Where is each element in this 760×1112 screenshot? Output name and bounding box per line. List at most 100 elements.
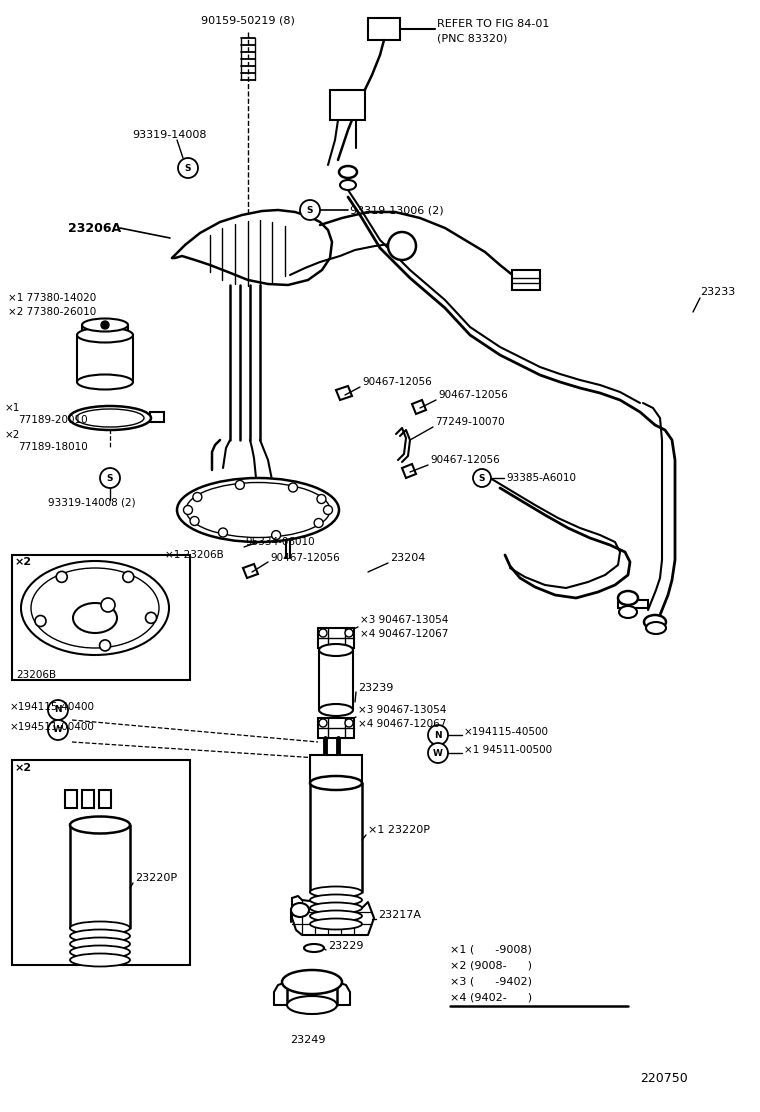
Bar <box>12 555 190 681</box>
Circle shape <box>345 629 353 637</box>
Ellipse shape <box>70 930 130 943</box>
Ellipse shape <box>304 944 324 952</box>
Circle shape <box>319 629 327 637</box>
Text: 220750: 220750 <box>640 1072 688 1084</box>
Text: N: N <box>54 705 62 715</box>
Ellipse shape <box>646 622 666 634</box>
Text: ×1 77380-14020: ×1 77380-14020 <box>8 292 97 302</box>
Text: ×2 77380-26010: ×2 77380-26010 <box>8 307 97 317</box>
Ellipse shape <box>70 953 130 966</box>
Text: N: N <box>434 731 442 739</box>
Text: ×4 90467-12067: ×4 90467-12067 <box>358 719 446 729</box>
Text: 93385-A6010: 93385-A6010 <box>506 473 576 483</box>
Bar <box>330 90 365 120</box>
Ellipse shape <box>31 568 159 648</box>
Text: 23206A: 23206A <box>68 221 121 235</box>
Ellipse shape <box>291 903 309 917</box>
Circle shape <box>193 493 202 502</box>
Text: S: S <box>185 163 192 172</box>
Ellipse shape <box>310 886 362 897</box>
Text: ×2: ×2 <box>15 557 32 567</box>
Ellipse shape <box>82 318 128 331</box>
Ellipse shape <box>69 406 151 430</box>
Circle shape <box>145 613 157 624</box>
Text: 23220P: 23220P <box>135 873 177 883</box>
Ellipse shape <box>310 776 362 790</box>
Ellipse shape <box>339 166 357 178</box>
Text: ×1 94511-00500: ×1 94511-00500 <box>464 745 552 755</box>
Circle shape <box>473 469 491 487</box>
Bar <box>318 718 354 738</box>
Text: 90159-50219 (8): 90159-50219 (8) <box>201 14 295 24</box>
Ellipse shape <box>287 996 337 1014</box>
Ellipse shape <box>70 922 130 934</box>
Circle shape <box>219 528 227 537</box>
Circle shape <box>300 200 320 220</box>
Text: S: S <box>307 206 313 215</box>
Bar <box>512 270 540 290</box>
Text: 90467-12056: 90467-12056 <box>362 377 432 387</box>
Ellipse shape <box>340 180 356 190</box>
Circle shape <box>314 518 323 527</box>
Circle shape <box>271 530 280 539</box>
Ellipse shape <box>618 590 638 605</box>
Text: 90467-12056: 90467-12056 <box>430 455 500 465</box>
Text: REFER TO FIG 84-01: REFER TO FIG 84-01 <box>437 19 549 29</box>
Circle shape <box>319 719 327 727</box>
Text: 90467-12056: 90467-12056 <box>438 390 508 400</box>
Circle shape <box>123 572 134 583</box>
Circle shape <box>101 598 115 612</box>
Bar <box>310 755 362 783</box>
Ellipse shape <box>177 478 339 542</box>
Circle shape <box>100 468 120 488</box>
Circle shape <box>35 616 46 626</box>
Ellipse shape <box>644 615 666 629</box>
Circle shape <box>345 719 353 727</box>
Ellipse shape <box>77 328 133 342</box>
Ellipse shape <box>319 644 353 656</box>
Text: W: W <box>53 725 63 735</box>
Bar <box>618 600 648 608</box>
Text: ×194115-40400: ×194115-40400 <box>10 702 95 712</box>
Ellipse shape <box>70 937 130 951</box>
Circle shape <box>48 699 68 719</box>
Text: ×3 90467-13054: ×3 90467-13054 <box>358 705 446 715</box>
Ellipse shape <box>310 911 362 922</box>
Text: ×1 (      -9008): ×1 ( -9008) <box>450 945 532 955</box>
Text: 77189-20010: 77189-20010 <box>18 415 87 425</box>
Ellipse shape <box>21 560 169 655</box>
Text: ×194511-00400: ×194511-00400 <box>10 722 95 732</box>
Text: 95334-06010: 95334-06010 <box>245 537 315 547</box>
Text: ×2: ×2 <box>5 430 21 440</box>
Circle shape <box>190 516 199 526</box>
Bar <box>65 790 77 808</box>
Text: ×3 90467-13054: ×3 90467-13054 <box>360 615 448 625</box>
Text: 77189-18010: 77189-18010 <box>18 441 87 451</box>
Bar <box>99 790 111 808</box>
Circle shape <box>101 321 109 329</box>
Ellipse shape <box>310 919 362 930</box>
Circle shape <box>100 639 110 651</box>
Circle shape <box>324 506 333 515</box>
Text: ×4 (9402-      ): ×4 (9402- ) <box>450 993 532 1003</box>
Ellipse shape <box>73 603 117 633</box>
Ellipse shape <box>77 375 133 389</box>
Text: W: W <box>433 748 443 757</box>
Circle shape <box>428 743 448 763</box>
Text: 23217A: 23217A <box>378 910 421 920</box>
Ellipse shape <box>186 483 330 537</box>
Circle shape <box>56 572 67 583</box>
Ellipse shape <box>70 945 130 959</box>
Text: 77249-10070: 77249-10070 <box>435 417 505 427</box>
Text: 23239: 23239 <box>358 683 394 693</box>
Text: S: S <box>106 474 113 483</box>
Text: 23249: 23249 <box>290 1035 325 1045</box>
Bar <box>12 759 190 965</box>
Circle shape <box>236 480 245 489</box>
Text: 93319-14008: 93319-14008 <box>132 130 207 140</box>
Circle shape <box>178 158 198 178</box>
Text: ×1: ×1 <box>5 403 21 413</box>
Text: 90467-12056: 90467-12056 <box>270 553 340 563</box>
Ellipse shape <box>310 894 362 905</box>
Bar <box>368 18 400 40</box>
